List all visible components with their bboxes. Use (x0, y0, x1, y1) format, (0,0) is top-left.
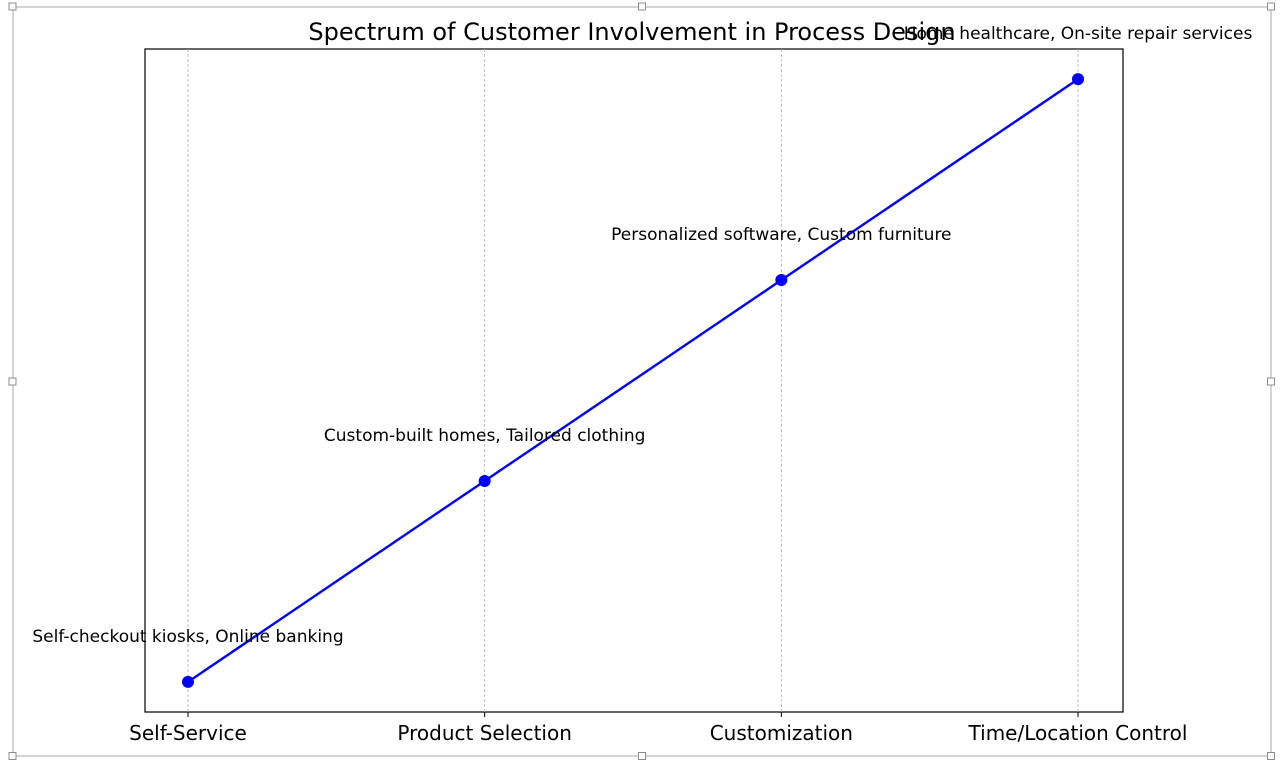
resize-handle-middle-right[interactable] (1267, 377, 1275, 386)
data-point (182, 675, 194, 688)
resize-handle-bottom-left[interactable] (8, 752, 17, 760)
data-point (1072, 73, 1084, 86)
point-annotation: Personalized software, Custom furniture (611, 225, 951, 245)
marker-layer (182, 73, 1084, 688)
series-layer (187, 78, 1079, 683)
x-tick-label: Customization (710, 721, 853, 745)
selection-frame[interactable] (8, 2, 1275, 760)
series-line (187, 78, 1079, 683)
resize-handle-bottom-right[interactable] (1267, 752, 1275, 760)
resize-handle-top-right[interactable] (1267, 2, 1275, 11)
resize-handle-bottom-center[interactable] (638, 752, 646, 760)
point-annotation: Home healthcare, On-site repair services (904, 24, 1253, 44)
grid-layer (187, 49, 1079, 712)
x-axis-tick-labels: Self-Service Product Selection Customizati… (129, 721, 1187, 745)
point-annotation: Self-checkout kiosks, Online banking (32, 627, 343, 647)
resize-handle-top-left[interactable] (8, 2, 17, 11)
annotation-layer: Self-checkout kiosks, Online banking Cust… (32, 24, 1252, 647)
resize-handle-top-center[interactable] (638, 2, 646, 11)
x-tick-label: Product Selection (397, 721, 571, 745)
x-tick-label: Self-Service (129, 721, 247, 745)
x-tick-label: Time/Location Control (968, 721, 1188, 745)
point-annotation: Custom-built homes, Tailored clothing (324, 426, 646, 446)
resize-handle-middle-left[interactable] (8, 377, 17, 386)
data-point (478, 474, 491, 487)
data-point (775, 274, 788, 287)
chart-title: Spectrum of Customer Involvement in Proc… (308, 18, 955, 46)
x-axis-ticks (187, 712, 1079, 717)
